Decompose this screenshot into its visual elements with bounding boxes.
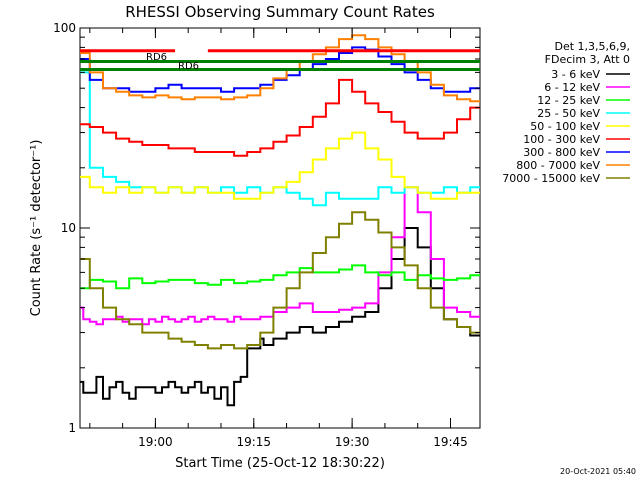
timestamp: 20-Oct-2021 05:40 xyxy=(560,467,636,476)
legend: Det 1,3,5,6,9, FDecim 3, Att 0 3 - 6 keV… xyxy=(502,40,630,185)
x-tick-label: 19:30 xyxy=(335,435,370,449)
series-line-1 xyxy=(80,186,480,326)
series-line-0 xyxy=(80,227,480,407)
x-axis-label: Start Time (25-Oct-12 18:30:22) xyxy=(175,456,385,471)
rd6-label-right: RD6 xyxy=(178,61,199,72)
series-line-3 xyxy=(80,71,480,207)
y-axis-label: Count Rate (s⁻¹ detector⁻¹) xyxy=(29,140,44,317)
chart-title: RHESSI Observing Summary Count Rates xyxy=(125,3,435,21)
legend-label-1: 6 - 12 keV xyxy=(544,81,600,94)
axis-layer: 1 10 100 19:00 19:15 19:30 19:45 xyxy=(53,21,480,449)
series-line-7 xyxy=(80,34,480,103)
x-tick-label: 19:00 xyxy=(138,435,173,449)
plot-area xyxy=(79,27,481,429)
flag-layer xyxy=(80,49,480,72)
series-layer xyxy=(80,34,480,407)
legend-label-0: 3 - 6 keV xyxy=(551,68,600,81)
x-tick-label: 19:45 xyxy=(433,435,468,449)
legend-label-3: 25 - 50 keV xyxy=(537,107,600,120)
legend-title-line-1: Det 1,3,5,6,9, xyxy=(554,40,630,53)
y-tick-label: 1 xyxy=(68,421,76,435)
series-line-5 xyxy=(80,78,480,157)
series-line-6 xyxy=(80,46,480,93)
legend-title-line-2: FDecim 3, Att 0 xyxy=(545,53,630,66)
y-tick-label: 10 xyxy=(61,221,76,235)
legend-label-8: 7000 - 15000 keV xyxy=(502,172,600,185)
legend-label-5: 100 - 300 keV xyxy=(523,133,600,146)
series-line-2 xyxy=(80,264,480,290)
x-tick-label: 19:15 xyxy=(236,435,271,449)
legend-label-7: 800 - 7000 keV xyxy=(516,159,600,172)
legend-label-6: 300 - 800 keV xyxy=(523,146,600,159)
legend-label-2: 12 - 25 keV xyxy=(537,94,600,107)
y-tick-label: 100 xyxy=(53,21,76,35)
series-line-4 xyxy=(80,131,480,200)
rd6-label-left: RD6 xyxy=(146,52,167,63)
legend-label-4: 50 - 100 keV xyxy=(530,120,600,133)
series-line-8 xyxy=(80,211,480,350)
